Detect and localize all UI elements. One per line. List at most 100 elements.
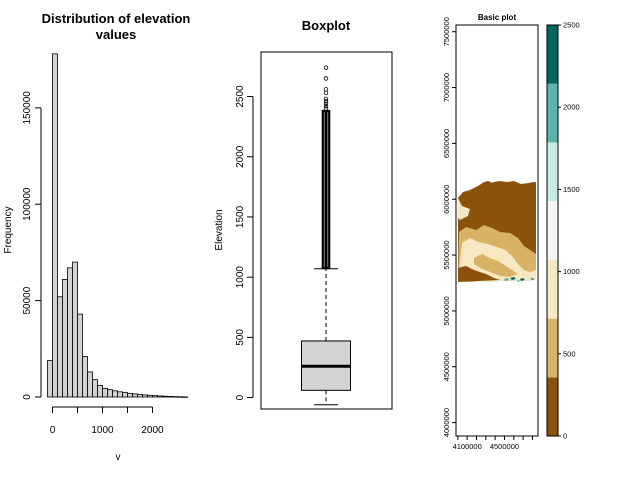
raster-legend-tick-label: 2000	[563, 103, 580, 112]
histogram-bar	[177, 396, 183, 398]
boxplot-y-tick-label: 1000	[235, 266, 246, 289]
raster-map-y-tick-label: 5000000	[442, 296, 451, 325]
raster-legend-swatch	[547, 318, 558, 378]
raster-map-x-ticks: 4100000 4500000	[453, 436, 533, 451]
raster-map-y-tick-label: 5500000	[442, 240, 451, 269]
histogram-y-tick-label: 0	[22, 394, 33, 400]
boxplot-outlier-point	[323, 87, 329, 92]
raster-mountain-crest	[474, 254, 518, 277]
raster-legend-tick-label: 1500	[563, 185, 580, 194]
histogram-bar	[132, 393, 138, 398]
histogram-bar	[52, 53, 58, 398]
histogram-bar	[152, 395, 158, 398]
histogram-bar	[92, 379, 98, 398]
raster-map-y-tick-label: 4500000	[442, 352, 451, 381]
histogram-bar	[77, 313, 83, 398]
boxplot-y-tick-label: 1500	[235, 205, 246, 228]
histogram-x-tick-label: 2000	[141, 425, 164, 436]
boxplot-y-tick-label: 0	[235, 394, 246, 400]
boxplot-outlier-point	[323, 90, 329, 96]
raster-map-panel: Basic plot	[442, 13, 580, 451]
histogram-bar	[67, 267, 73, 398]
histogram-x-ticks: 0 1000 2000	[50, 407, 164, 436]
histogram-bar	[182, 396, 188, 398]
histogram-bar	[102, 387, 108, 398]
raster-legend-tick-label: 2500	[563, 21, 580, 30]
raster-north-fragment	[529, 182, 536, 185]
histogram-panel: Distribution of elevation values 0 1000 200…	[3, 11, 190, 463]
boxplot-y-tick-label: 2500	[235, 85, 246, 108]
histogram-bars	[47, 53, 188, 398]
raster-legend-tick-label: 500	[563, 349, 576, 358]
boxplot-outlier-point	[323, 65, 329, 70]
raster-map-x-tick-label: 4500000	[490, 442, 519, 451]
raster-map-y-tick-label: 4000000	[442, 408, 451, 437]
histogram-y-ticks: 0 50000 100000 150000	[22, 91, 41, 400]
raster-map-y-ticks: 4000000 4500000 5000000 5500000 6000000 65000…	[442, 17, 456, 437]
boxplot-outlier-point	[323, 103, 329, 109]
histogram-y-tick-label: 100000	[22, 187, 33, 221]
raster-legend-swatch	[547, 201, 558, 260]
raster-legend-swatch	[547, 25, 558, 84]
histogram-bar	[112, 390, 118, 398]
raster-map-y-tick-label: 7500000	[442, 17, 451, 46]
boxplot-y-tick-label: 500	[235, 329, 246, 346]
histogram-bar	[147, 394, 153, 398]
boxplot-outlier-point	[323, 106, 329, 111]
boxplot-elements	[301, 65, 351, 406]
raster-north-fragment	[484, 181, 491, 184]
histogram-bar	[162, 395, 168, 398]
boxplot-panel: Boxplot 0 500 1000 1500 2000 2500 Elevation	[214, 18, 393, 410]
raster-map-y-tick-label: 6000000	[442, 185, 451, 214]
histogram-bar	[107, 389, 113, 398]
raster-legend-tick-label: 0	[563, 432, 567, 441]
raster-high-band	[458, 238, 536, 282]
boxplot-y-label: Elevation	[214, 209, 225, 250]
histogram-y-label: Frequency	[3, 206, 14, 253]
histogram-bar	[127, 392, 133, 398]
histogram-bar	[157, 395, 163, 398]
histogram-y-tick-label: 150000	[22, 91, 33, 125]
raster-color-legend-ticks: 0 500 1000 1500 2000 2500	[558, 21, 580, 441]
histogram-bar	[97, 385, 103, 398]
boxplot-outlier-point	[323, 99, 329, 104]
histogram-bar	[47, 359, 53, 398]
histogram-x-tick-label: 1000	[91, 425, 114, 436]
raster-summit-spots	[504, 278, 520, 282]
raster-legend-swatch	[547, 377, 558, 436]
boxplot-y-ticks: 0 500 1000 1500 2000 2500	[235, 85, 254, 400]
boxplot-outlier-point	[323, 76, 329, 81]
raster-color-legend-frame	[546, 24, 559, 437]
histogram-bar	[137, 394, 143, 398]
histogram-x-label: v	[116, 452, 121, 463]
raster-elevation-area	[458, 181, 536, 282]
boxplot-frame	[260, 51, 393, 410]
raster-legend-swatch	[547, 142, 558, 202]
histogram-bar	[122, 392, 128, 398]
histogram-bar	[87, 371, 93, 398]
boxplot-outlier-point	[323, 101, 329, 106]
raster-legend-swatch	[547, 83, 558, 143]
histogram-bar	[142, 394, 148, 398]
raster-coastal-west	[458, 198, 470, 220]
histogram-title-line-1: Distribution of elevation values	[42, 11, 191, 42]
boxplot-outlier-band-core	[324, 110, 328, 269]
boxplot-outlier-point	[323, 96, 329, 102]
raster-map-y-tick-label: 7000000	[442, 73, 451, 102]
histogram-bar	[72, 261, 78, 398]
raster-map-x-tick-label: 4100000	[453, 442, 482, 451]
boxplot-title: Boxplot	[302, 18, 351, 33]
histogram-y-tick-label: 50000	[22, 286, 33, 314]
histogram-bar	[172, 396, 178, 398]
raster-south-lowland	[458, 266, 500, 282]
boxplot-y-tick-label: 2000	[235, 145, 246, 168]
histogram-bar	[117, 391, 123, 398]
histogram-bar	[82, 356, 88, 398]
raster-legend-tick-label: 1000	[563, 267, 580, 276]
histogram-bar	[167, 396, 173, 398]
raster-legend-swatch	[547, 259, 558, 319]
raster-summit-spots	[510, 277, 534, 281]
raster-color-legend	[547, 25, 558, 436]
histogram-x-tick-label: 0	[50, 425, 56, 436]
